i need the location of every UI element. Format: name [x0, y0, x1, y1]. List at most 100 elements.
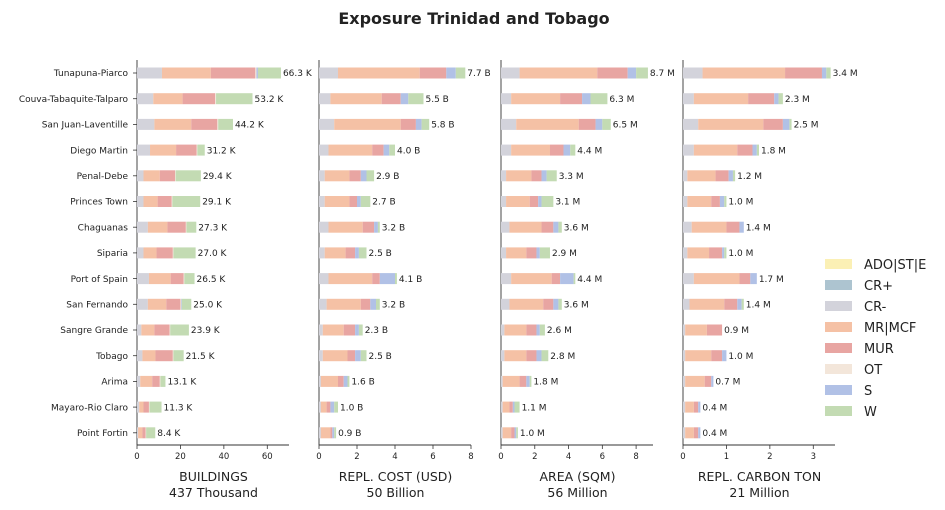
- bar-segment-mr-mcf-chaguanas: [328, 221, 363, 233]
- x-tick-label: 8: [633, 452, 638, 462]
- bar-segment-s-mayaro-rio-claro: [698, 401, 701, 413]
- bar-total-label: 29.4 K: [203, 172, 233, 182]
- bar-segment-mr-mcf-port-of-spain: [511, 273, 552, 285]
- bar-segment-mr-mcf-princes-town: [143, 196, 158, 207]
- bar-segment-mr-mcf-chaguanas: [691, 221, 727, 233]
- bar-segment-cr-diego-martin: [683, 144, 694, 156]
- category-label-couva-tabaquite-talparo: Couva-Tabaquite-Talparo: [19, 95, 129, 105]
- bar-total-label: 2.9 B: [376, 172, 399, 182]
- bar-segment-mur-san-juan-laventille: [578, 118, 596, 130]
- bar-segment-w-couva-tabaquite-talparo: [216, 93, 253, 105]
- bar-segment-mr-mcf-point-fortin: [138, 427, 143, 439]
- bar-segment-w-port-of-spain: [184, 273, 195, 285]
- bar-segment-mr-mcf-point-fortin: [320, 427, 331, 439]
- bar-segment-ot-chaguanas: [185, 221, 187, 233]
- bar-segment-cr-mayaro-rio-claro: [319, 401, 321, 413]
- bar-segment-cr-port-of-spain: [501, 273, 512, 285]
- bar-segment-w-princes-town: [541, 196, 554, 207]
- bar-segment-cr-chaguanas: [319, 221, 329, 233]
- bar-segment-w-point-fortin: [146, 427, 156, 439]
- bar-total-label: 13.1 K: [167, 378, 197, 388]
- bar-segment-mr-mcf-penal-debe: [324, 170, 350, 182]
- bar-segment-mr-mcf-penal-debe: [687, 170, 716, 182]
- bar-segment-ot-couva-tabaquite-talparo: [215, 93, 217, 105]
- bar-segment-ot-princes-town: [171, 196, 173, 207]
- bar-segment-mr-mcf-arima: [685, 375, 705, 387]
- bar-total-label: 4.4 M: [577, 275, 602, 285]
- bar-total-label: 0.4 M: [702, 429, 727, 439]
- bar-segment-mur-tobago: [347, 350, 356, 362]
- bar-segment-s-arima: [711, 375, 714, 387]
- bar-segment-mr-mcf-penal-debe: [506, 170, 532, 182]
- bar-segment-mr-mcf-arima: [502, 375, 520, 387]
- x-tick-label: 20: [175, 452, 186, 462]
- bar-segment-w-mayaro-rio-claro: [149, 401, 162, 413]
- legend-label-s: S: [864, 384, 872, 399]
- legend-swatch-w: [825, 406, 852, 416]
- bar-total-label: 1.0 M: [728, 249, 753, 259]
- bar-segment-mr-mcf-point-fortin: [502, 427, 512, 439]
- bar-segment-mur-chaguanas: [362, 221, 375, 233]
- bar-segment-cr-princes-town: [683, 196, 688, 207]
- bar-segment-mr-mcf-mayaro-rio-claro: [685, 401, 694, 413]
- bar-segment-cr-penal-debe: [683, 170, 688, 182]
- x-tick-label: 0: [498, 452, 503, 462]
- bar-segment-cr-san-juan-laventille: [501, 118, 517, 130]
- bar-total-label: 2.5 M: [794, 121, 819, 131]
- legend-swatch-mur: [825, 343, 852, 353]
- bar-segment-cr-chaguanas: [501, 221, 510, 233]
- bar-segment-cr-san-fernando: [683, 298, 690, 310]
- bar-segment-mur-siparia: [709, 247, 723, 259]
- bar-total-label: 53.2 K: [255, 95, 285, 105]
- bar-segment-mur-port-of-spain: [739, 273, 751, 285]
- bar-segment-mr-mcf-san-juan-laventille: [516, 118, 579, 130]
- bar-segment-s-san-fernando: [737, 298, 742, 310]
- bar-segment-mr-mcf-couva-tabaquite-talparo: [153, 93, 183, 105]
- bar-total-label: 27.0 K: [198, 249, 228, 259]
- bar-segment-mur-penal-debe: [159, 170, 175, 182]
- bar-segment-mur-san-juan-laventille: [763, 118, 783, 130]
- bar-segment-s-penal-debe: [360, 170, 367, 182]
- bar-segment-w-san-fernando: [741, 298, 744, 310]
- legend-swatch-cr: [825, 301, 852, 311]
- bar-segment-mr-mcf-arima: [140, 375, 153, 387]
- bar-total-label: 1.6 B: [351, 378, 374, 388]
- bar-segment-cr-couva-tabaquite-talparo: [683, 93, 694, 105]
- bar-segment-mr-mcf-arima: [320, 375, 338, 387]
- bar-segment-cr-point-fortin: [137, 427, 139, 439]
- category-label-port-of-spain: Port of Spain: [71, 275, 128, 285]
- bar-total-label: 1.2 M: [737, 172, 762, 182]
- bar-total-label: 3.3 M: [559, 172, 584, 182]
- bar-segment-mur-san-juan-laventille: [400, 118, 416, 130]
- category-label-arima: Arima: [101, 378, 128, 388]
- bar-total-label: 6.5 M: [613, 121, 638, 131]
- bar-segment-mr-mcf-san-juan-laventille: [154, 118, 192, 130]
- legend-label-ot: OT: [864, 363, 882, 378]
- bar-segment-mur-princes-town: [529, 196, 539, 207]
- bar-segment-mur-siparia: [526, 247, 537, 259]
- x-axis-label: REPL. COST (USD): [339, 469, 453, 484]
- bar-segment-cr-diego-martin: [501, 144, 512, 156]
- bar-segment-s-tobago: [355, 350, 361, 362]
- legend-label-cr: CR+: [864, 279, 893, 294]
- bar-total-label: 1.8 M: [761, 146, 786, 156]
- x-tick-label: 4: [566, 452, 571, 462]
- bar-segment-w-san-juan-laventille: [421, 118, 430, 130]
- bar-total-label: 3.4 M: [833, 69, 858, 79]
- bar-segment-mr-mcf-san-fernando: [509, 298, 544, 310]
- bar-segment-cr-couva-tabaquite-talparo: [319, 93, 331, 105]
- bar-total-label: 25.0 K: [193, 301, 223, 311]
- bar-segment-mur-port-of-spain: [170, 273, 184, 285]
- bar-segment-mur-diego-martin: [737, 144, 753, 156]
- bar-segment-cr-arima: [319, 375, 321, 387]
- bar-segment-w-penal-debe: [732, 170, 736, 182]
- bar-total-label: 8.4 K: [157, 429, 181, 439]
- bar-total-label: 6.3 M: [609, 95, 634, 105]
- bar-segment-s-diego-martin: [563, 144, 571, 156]
- bar-segment-cr-tunapuna-piarco: [683, 67, 703, 79]
- legend-swatch-s: [825, 385, 852, 395]
- bar-segment-s-princes-town: [357, 196, 361, 207]
- bar-segment-mur-mayaro-rio-claro: [693, 401, 699, 413]
- legend-label-cr: CR-: [864, 300, 887, 315]
- bar-segment-w-arima: [160, 375, 166, 387]
